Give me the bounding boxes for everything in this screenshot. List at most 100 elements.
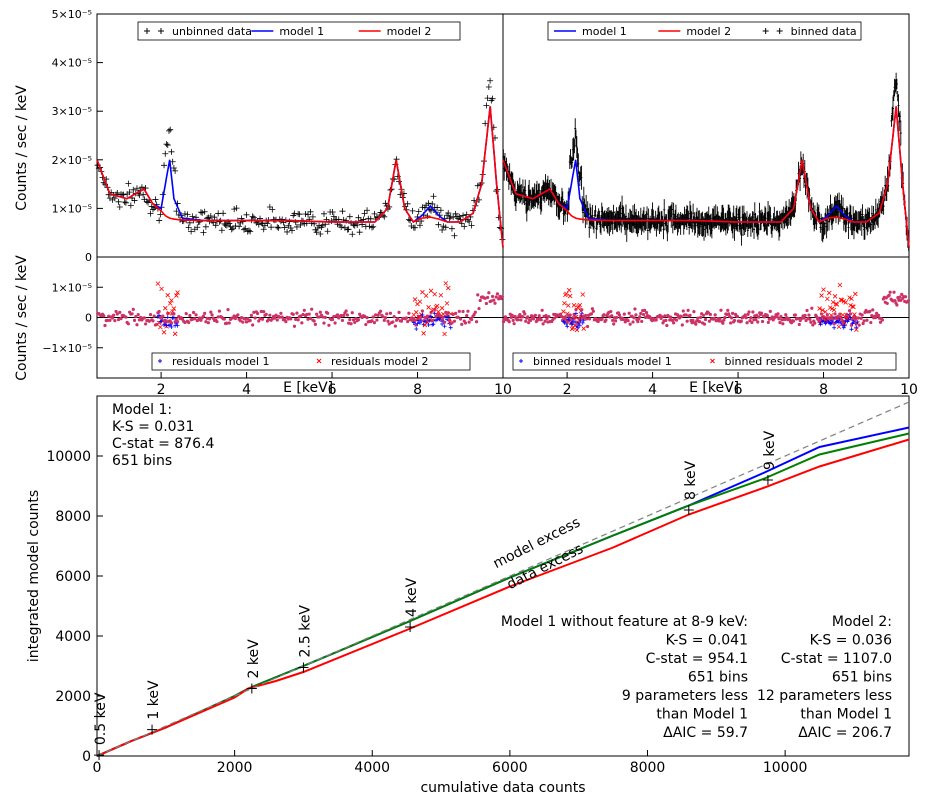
- data-point: [448, 225, 455, 232]
- binned-data-point: [665, 214, 668, 232]
- energy-mark: [147, 724, 158, 735]
- residual-point: [735, 314, 740, 319]
- residual-point: [596, 319, 600, 324]
- data-point: [250, 214, 257, 221]
- model2-stat: Model 2:: [832, 614, 892, 630]
- residual-point: [585, 317, 589, 321]
- residual-point: [209, 310, 213, 314]
- residual-point: [114, 309, 118, 314]
- legend-swatch: [316, 358, 322, 364]
- residual-model2: [852, 312, 857, 317]
- data-point: [309, 213, 316, 220]
- binned-data-point: [868, 207, 871, 228]
- binned-data-point: [592, 220, 595, 234]
- legend-box: [547, 21, 862, 41]
- binned-data-point: [575, 136, 578, 159]
- model2-stat: 12 parameters less: [757, 688, 892, 704]
- data-point: [354, 221, 361, 228]
- data-point: [236, 223, 243, 230]
- data-point: [489, 95, 496, 102]
- residual-point: [467, 320, 471, 324]
- residual-point: [396, 317, 400, 321]
- residual-point: [126, 322, 130, 326]
- residual-point: [216, 315, 220, 319]
- energy-label: 2 keV: [246, 639, 262, 679]
- residual-point: [476, 293, 480, 297]
- residual-point: [370, 319, 374, 323]
- data-point: [126, 189, 133, 196]
- residual-point: [264, 312, 268, 316]
- residual-point: [587, 317, 592, 321]
- residual-point: [679, 315, 683, 319]
- legend-box: [512, 352, 897, 371]
- residual-point: [477, 306, 481, 311]
- residual-point: [810, 306, 814, 310]
- residual-model2: [412, 297, 418, 302]
- energy-label: 9 keV: [762, 430, 778, 470]
- residual-point: [353, 320, 357, 325]
- residual-point: [199, 318, 203, 322]
- residual-point: [857, 323, 861, 327]
- data-point: [227, 223, 234, 230]
- data-point: [368, 224, 375, 231]
- residual-point: [279, 311, 283, 315]
- ytick-label: 1×10⁻⁵: [52, 281, 92, 294]
- legend-swatch: [762, 28, 783, 34]
- residual-point: [707, 319, 711, 323]
- residual-point: [327, 323, 331, 327]
- residual-point: [745, 321, 749, 325]
- data-point: [349, 231, 356, 238]
- residual-point: [246, 316, 250, 321]
- binned-data-point: [521, 179, 524, 195]
- residual-point: [590, 307, 595, 311]
- data-point: [338, 224, 345, 231]
- residual-point: [698, 320, 702, 324]
- data-point: [468, 222, 475, 229]
- legend-label: model 1: [582, 25, 627, 38]
- binned-data-point: [753, 219, 756, 239]
- residual-point: [500, 295, 504, 299]
- residual-model2: [162, 305, 168, 311]
- model2-stat: than Model 1: [800, 707, 892, 723]
- data-point: [442, 224, 449, 231]
- residual-point: [323, 315, 327, 319]
- energy-label: 4 keV: [404, 577, 420, 617]
- residual-point: [169, 321, 174, 325]
- residual-point: [664, 318, 668, 322]
- residual-model1: [415, 321, 420, 326]
- data-point: [482, 120, 489, 127]
- residual-point: [585, 324, 590, 329]
- data-point: [136, 192, 143, 199]
- residual-point: [519, 318, 523, 322]
- residual-point: [174, 317, 178, 321]
- residual-point: [413, 318, 417, 323]
- xtick-label: 2: [563, 382, 572, 398]
- residual-point: [474, 320, 479, 324]
- residual-point: [591, 309, 595, 313]
- residual-point: [617, 313, 622, 317]
- binned-data-point: [899, 110, 902, 122]
- residual-point: [143, 322, 148, 326]
- data-point: [355, 214, 362, 221]
- residual-point: [132, 318, 137, 322]
- residual-point: [804, 318, 808, 323]
- data-point: [131, 197, 138, 204]
- data-point: [140, 191, 147, 198]
- data-point: [172, 167, 179, 174]
- residual-point: [451, 312, 455, 316]
- residual-point: [184, 312, 188, 316]
- residual-point: [580, 308, 584, 312]
- binned-data-point: [895, 78, 898, 90]
- model2-stat: ΔAIC = 206.7: [798, 725, 892, 741]
- residual-point: [118, 310, 122, 314]
- residual-point: [729, 321, 733, 325]
- residual-point: [188, 313, 192, 318]
- residual-point: [874, 316, 878, 320]
- residual-model2: [574, 327, 580, 333]
- ytick-label: 5×10⁻⁵: [52, 8, 92, 21]
- data-point: [313, 229, 320, 236]
- residual-point: [444, 310, 448, 314]
- residual-point: [781, 322, 785, 326]
- residual-model1: [577, 323, 582, 328]
- model-2-line: [96, 438, 910, 757]
